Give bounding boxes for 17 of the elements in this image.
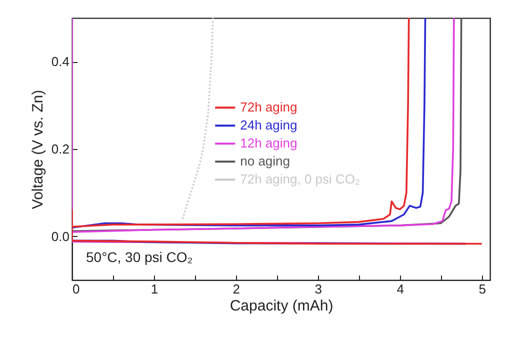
y-axis-title: Voltage (V vs. Zn) (29, 90, 46, 210)
x-axis-title: Capacity (mAh) (230, 298, 334, 314)
x-tick-label: 0 (72, 282, 80, 296)
y-tick-label: 0.4 (51, 54, 70, 70)
legend-label: no aging (240, 154, 290, 169)
annotation: 50°C, 30 psi CO₂ (86, 249, 193, 265)
legend-label: 24h aging (240, 118, 298, 133)
legend-label: 12h aging (240, 136, 298, 151)
y-tick-label: 0.0 (51, 228, 70, 244)
line-series (182, 18, 214, 220)
x-tick-label: 2 (232, 282, 240, 296)
y-tick-label: 0.2 (51, 142, 70, 156)
legend-label: 72h aging (240, 100, 298, 115)
x-tick-label: 5 (478, 282, 486, 296)
x-tick-label: 4 (396, 282, 404, 296)
x-tick-label: 3 (314, 282, 322, 296)
x-tick-label: 1 (150, 282, 158, 296)
